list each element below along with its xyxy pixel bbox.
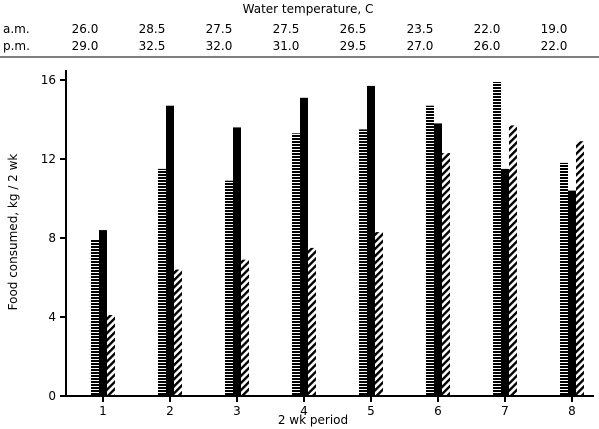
bar-horizontal-hatch-1 [91, 240, 99, 396]
temperature-am-value: 26.5 [340, 22, 367, 36]
temperature-am-value: 22.0 [474, 22, 501, 36]
temperature-am-value: 27.5 [206, 22, 233, 36]
temperature-pm-value: 32.0 [206, 39, 233, 53]
x-tick-label: 6 [434, 404, 442, 418]
bar-solid-6 [434, 123, 442, 397]
x-axis-title: 2 wk period [278, 413, 348, 427]
y-axis-title: Food consumed, kg / 2 wk [6, 154, 20, 311]
x-tick-label: 8 [568, 404, 576, 418]
y-tick-label: 0 [48, 389, 56, 403]
x-tick-label: 1 [99, 404, 107, 418]
am-row-label: a.m. [3, 22, 30, 36]
bar-solid-3 [233, 127, 241, 397]
temperature-am-value: 28.5 [139, 22, 166, 36]
x-tick-label: 7 [501, 404, 509, 418]
x-tick-label: 4 [300, 404, 308, 418]
temperature-am-value: 19.0 [541, 22, 568, 36]
bar-solid-4 [300, 97, 308, 397]
bar-solid-7 [501, 168, 509, 396]
y-tick-label: 12 [41, 152, 56, 166]
bar-horizontal-hatch-4 [292, 133, 300, 397]
bar-solid-1 [99, 230, 107, 396]
y-tick-label: 4 [48, 310, 56, 324]
bar-solid-2 [166, 105, 174, 396]
x-tick-label: 5 [367, 404, 375, 418]
bar-horizontal-hatch-8 [560, 162, 568, 396]
x-tick-label: 3 [233, 404, 241, 418]
bar-horizontal-hatch-7 [493, 82, 501, 396]
bar-horizontal-hatch-2 [158, 168, 166, 396]
bar-solid-5 [367, 85, 375, 397]
bar-solid-8 [568, 190, 576, 396]
bar-diagonal-hatch-8 [576, 141, 584, 396]
bar-horizontal-hatch-5 [359, 129, 367, 396]
bar-diagonal-hatch-5 [375, 232, 383, 396]
temperature-values: 26.0 28.5 27.5 27.5 26.5 23.5 22.0 19.0 29.0 32.5… [72, 22, 568, 53]
temperature-pm-value: 29.0 [72, 39, 99, 53]
temperature-am-value: 26.0 [72, 22, 99, 36]
bar-horizontal-hatch-3 [225, 180, 233, 396]
bar-diagonal-hatch-6 [442, 153, 450, 396]
temperature-pm-value: 27.0 [407, 39, 434, 53]
bars-layer [91, 82, 584, 397]
temperature-pm-value: 26.0 [474, 39, 501, 53]
y-tick-label: 16 [41, 73, 56, 87]
bar-horizontal-hatch-6 [426, 105, 434, 396]
y-axis-ticks: 0 4 8 12 16 [41, 73, 66, 403]
bar-diagonal-hatch-1 [107, 315, 115, 396]
chart-title: Water temperature, C [243, 2, 374, 16]
bar-diagonal-hatch-7 [509, 125, 517, 397]
x-tick-label: 2 [166, 404, 174, 418]
bar-diagonal-hatch-4 [308, 247, 316, 396]
x-axis-ticks: 1 2 3 4 5 6 7 8 [99, 396, 576, 418]
temperature-pm-value: 32.5 [139, 39, 166, 53]
temperature-pm-value: 31.0 [273, 39, 300, 53]
temperature-am-value: 27.5 [273, 22, 300, 36]
temperature-pm-value: 22.0 [541, 39, 568, 53]
temperature-am-value: 23.5 [407, 22, 434, 36]
bar-diagonal-hatch-2 [174, 269, 182, 396]
pm-row-label: p.m. [3, 39, 30, 53]
temperature-pm-value: 29.5 [340, 39, 367, 53]
bar-diagonal-hatch-3 [241, 259, 249, 396]
y-tick-label: 8 [48, 231, 56, 245]
